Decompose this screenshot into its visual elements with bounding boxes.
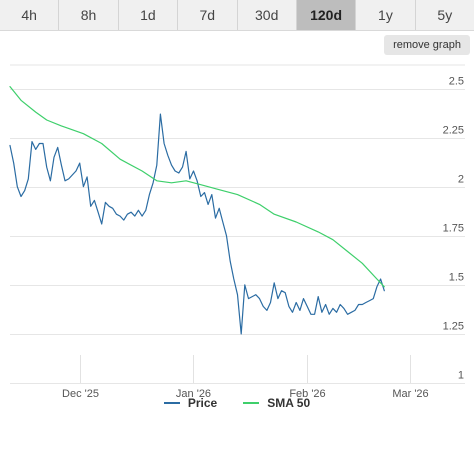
legend-swatch-price <box>163 402 180 404</box>
tab-1y[interactable]: 1y <box>356 0 416 30</box>
tab-8h[interactable]: 8h <box>59 0 119 30</box>
legend-label-price: Price <box>187 396 218 410</box>
y-tick-label: 2 <box>458 174 464 186</box>
tab-7d[interactable]: 7d <box>178 0 238 30</box>
legend-item-sma-50[interactable]: SMA 50 <box>243 396 310 410</box>
tab-4h[interactable]: 4h <box>0 0 60 30</box>
y-tick-label: 2.5 <box>449 76 464 88</box>
tab-120d[interactable]: 120d <box>296 0 357 30</box>
x-tick-label: Dec '25 <box>62 388 99 400</box>
x-tick-label: Jan '26 <box>176 388 211 400</box>
legend-swatch-sma-50 <box>243 402 260 404</box>
chart-labels: 1 1.25 1.5 1.75 2 2.25 2.5 Dec '25 Jan '26 Feb '2… <box>62 76 464 401</box>
legend-label-sma-50: SMA 50 <box>267 396 311 410</box>
chart-legend: Price SMA 50 <box>0 393 474 413</box>
series-line-price <box>9 113 385 335</box>
y-tick-label: 1.25 <box>443 321 464 333</box>
legend-item-price[interactable]: Price <box>163 396 218 410</box>
y-tick-label: 1 <box>458 370 464 382</box>
x-tick-label: Feb '26 <box>289 388 325 400</box>
x-tick-label: Mar '26 <box>392 388 428 400</box>
y-tick-label: 1.5 <box>449 272 464 284</box>
remove-graph-button[interactable]: remove graph <box>384 35 470 55</box>
chart-grid <box>10 64 465 384</box>
chart-series <box>9 86 385 335</box>
y-tick-label: 1.75 <box>443 223 464 235</box>
y-tick-label: 2.25 <box>443 125 464 137</box>
tab-30d[interactable]: 30d <box>237 0 297 30</box>
time-range-tabs: 4h 8h 1d 7d 30d 120d 1y 5y <box>0 0 474 31</box>
tab-5y[interactable]: 5y <box>415 0 474 30</box>
series-line-sma-50 <box>9 86 385 288</box>
tab-1d[interactable]: 1d <box>118 0 179 30</box>
